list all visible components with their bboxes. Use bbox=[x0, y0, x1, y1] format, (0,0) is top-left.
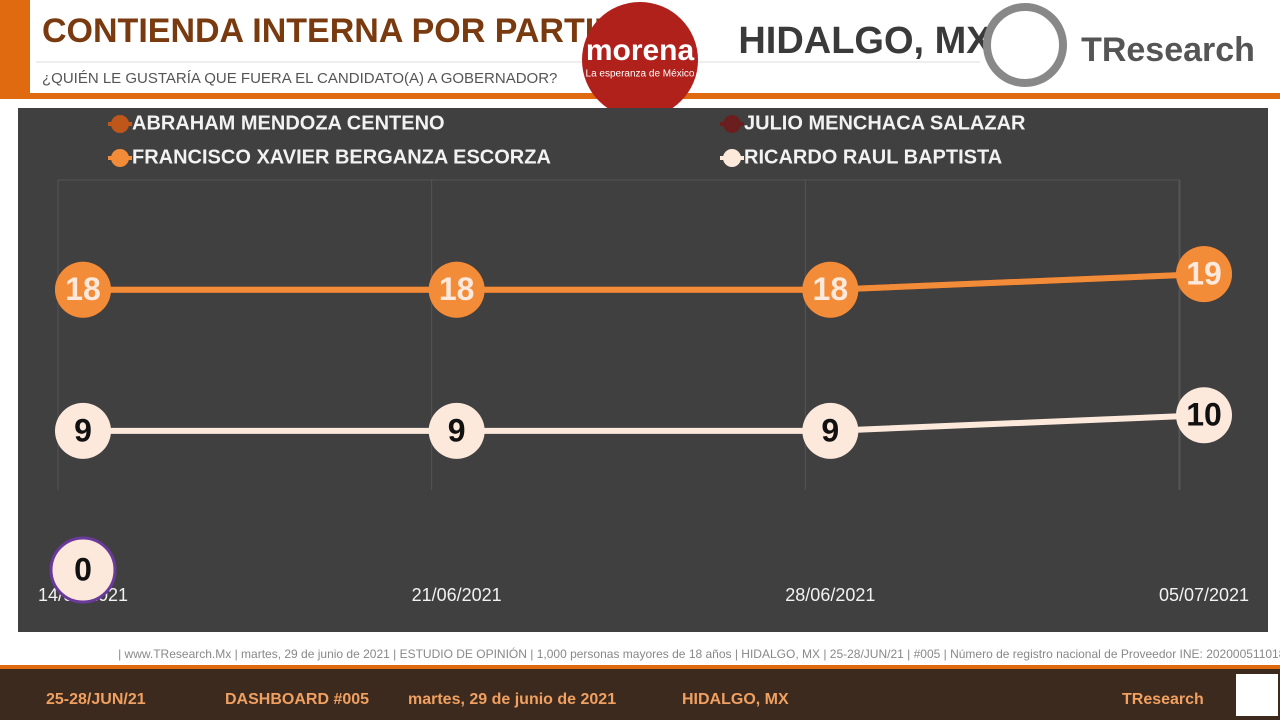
legend-label: ABRAHAM MENDOZA CENTENO bbox=[132, 112, 445, 134]
data-point bbox=[428, 402, 485, 459]
data-point bbox=[1176, 246, 1232, 303]
series-line bbox=[83, 271, 1205, 293]
bar-date: martes, 29 de junio de 2021 bbox=[408, 691, 616, 708]
data-label: 10 bbox=[1186, 397, 1222, 433]
header-accent bbox=[0, 0, 30, 95]
legend-label: FRANCISCO XAVIER BERGANZA ESCORZA bbox=[132, 146, 551, 168]
data-label: 9 bbox=[74, 412, 92, 448]
data-point bbox=[428, 261, 485, 318]
data-label: 9 bbox=[821, 412, 839, 448]
logo-text: morena bbox=[586, 34, 695, 67]
x-tick-label: 05/07/2021 bbox=[1159, 585, 1249, 605]
data-point bbox=[802, 402, 859, 459]
bar-region: HIDALGO, MX bbox=[682, 691, 789, 708]
morena-logo bbox=[582, 2, 698, 118]
plot: ABRAHAM MENDOZA CENTENO JULIO MENCHACA SA… bbox=[38, 112, 1249, 604]
data-label: 19 bbox=[1186, 256, 1222, 292]
brand-icon bbox=[983, 3, 1067, 87]
legend-marker bbox=[111, 149, 129, 167]
page-subtitle: ¿QUIÉN LE GUSTARÍA QUE FUERA EL CANDIDAT… bbox=[42, 70, 557, 87]
series-line bbox=[83, 412, 1205, 434]
region: HIDALGO, MX bbox=[738, 20, 992, 62]
x-tick-label: 21/06/2021 bbox=[412, 585, 502, 605]
bar-rule bbox=[0, 665, 1280, 669]
legend-marker bbox=[723, 115, 741, 133]
footer-note: | www.TResearch.Mx | martes, 29 de junio… bbox=[118, 646, 1280, 661]
data-point bbox=[1176, 387, 1232, 444]
brand: TResearch bbox=[1081, 31, 1255, 69]
data-label: 9 bbox=[448, 412, 466, 448]
data-label: 18 bbox=[813, 271, 849, 307]
annotation-marker bbox=[49, 536, 117, 604]
bottom-bar bbox=[0, 669, 1280, 720]
data-point bbox=[802, 261, 859, 318]
bar-brand: TResearch bbox=[1122, 691, 1204, 708]
data-point bbox=[55, 402, 111, 459]
legend-marker bbox=[111, 115, 129, 133]
logo-tagline: La esperanza de México bbox=[586, 69, 695, 80]
data-label: 18 bbox=[65, 271, 101, 307]
x-tick-label: 28/06/2021 bbox=[785, 585, 875, 605]
qr-code bbox=[1236, 674, 1278, 716]
bar-dates: 25-28/JUN/21 bbox=[46, 691, 146, 708]
legend-label: JULIO MENCHACA SALAZAR bbox=[744, 112, 1026, 134]
chart-panel bbox=[18, 108, 1268, 632]
annotation: 0 bbox=[74, 551, 92, 587]
data-point bbox=[55, 261, 111, 318]
page-title: CONTIENDA INTERNA POR PARTIDO bbox=[42, 12, 645, 50]
legend-marker bbox=[723, 149, 741, 167]
data-label: 18 bbox=[439, 271, 475, 307]
bar-dashboard: DASHBOARD #005 bbox=[225, 691, 369, 708]
legend-label: RICARDO RAUL BAPTISTA bbox=[744, 146, 1002, 168]
